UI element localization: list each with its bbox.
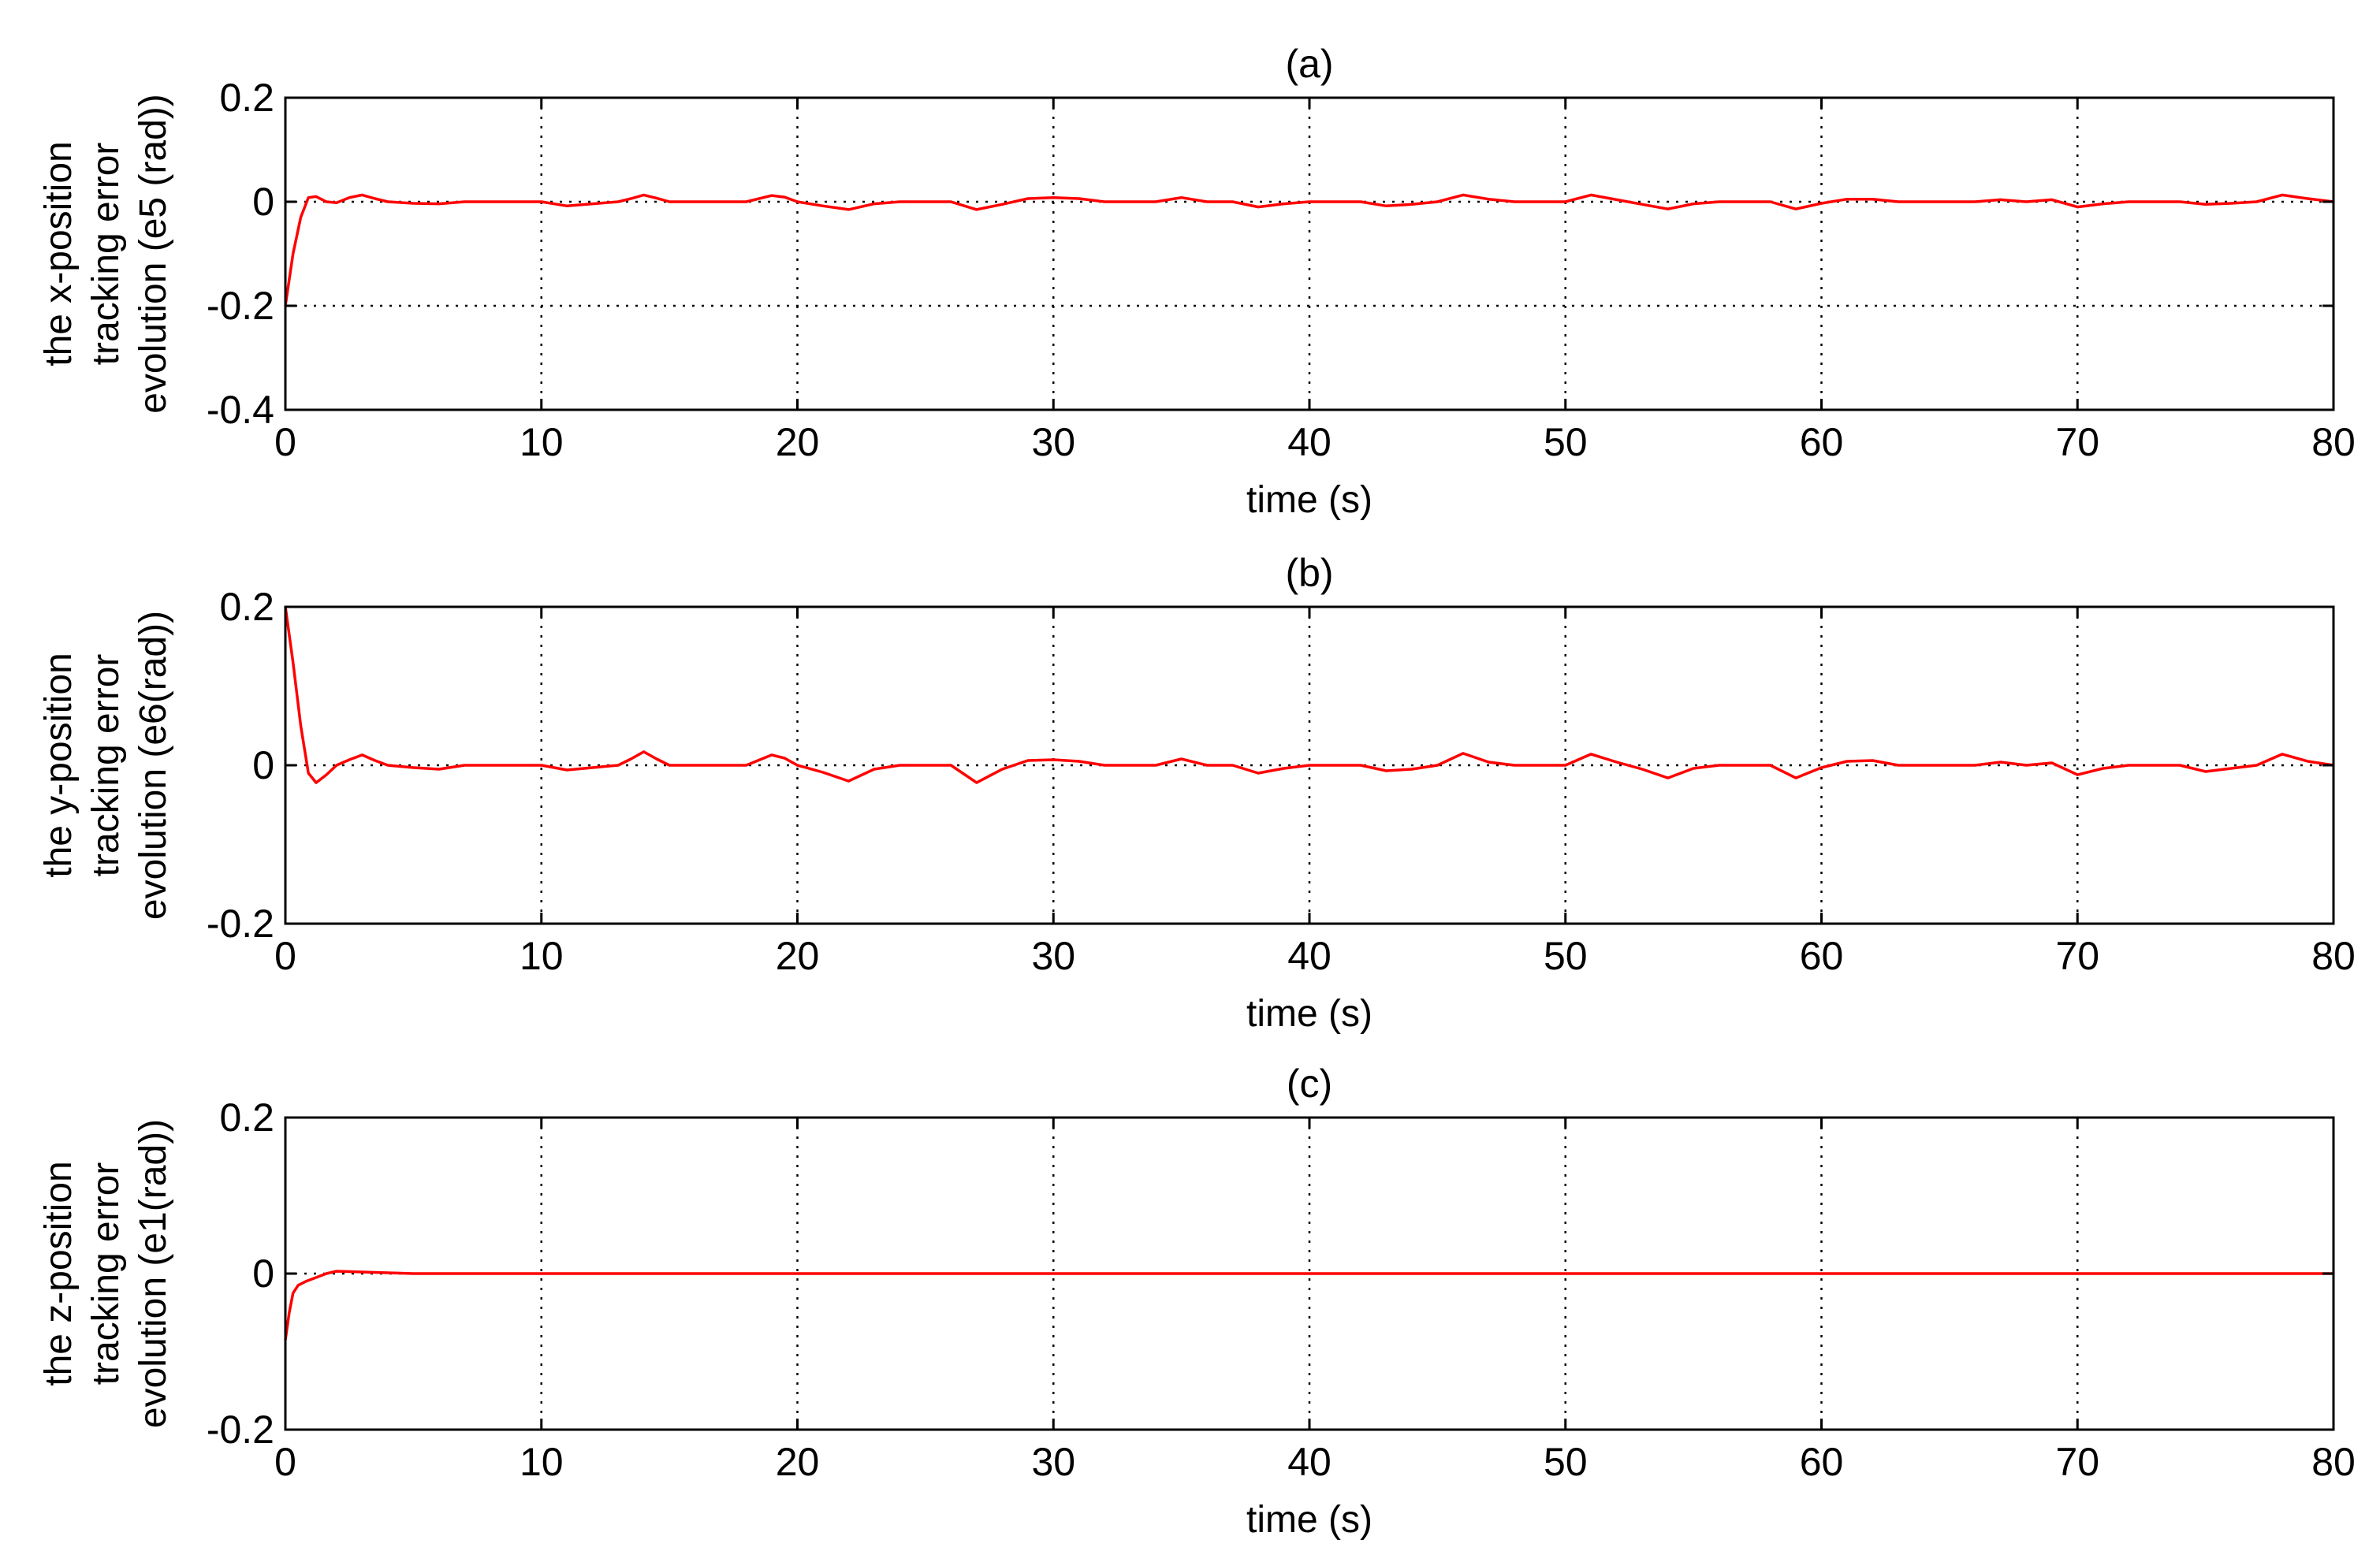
x-tick-label: 40	[1287, 1440, 1332, 1484]
y-tick-label: -0.2	[207, 1408, 274, 1452]
x-tick-label: 60	[1800, 934, 1844, 978]
y-axis-label-line: tracking error	[85, 654, 127, 877]
x-tick-label: 0	[274, 1440, 296, 1484]
plot-area	[285, 98, 2333, 410]
x-tick-label: 0	[274, 934, 296, 978]
x-tick-label: 80	[2311, 934, 2356, 978]
y-tick-label: -0.2	[207, 902, 274, 946]
y-axis-label-line: tracking error	[85, 143, 127, 366]
y-axis-label-line: evolution (e5 (rad))	[132, 94, 174, 414]
y-tick-label: -0.4	[207, 388, 274, 432]
x-tick-label: 30	[1031, 420, 1075, 464]
x-tick-label: 30	[1031, 1440, 1075, 1484]
x-axis-label: time (s)	[1246, 993, 1373, 1035]
y-axis-label-line: the z-position	[38, 1161, 80, 1386]
y-tick-label: 0.2	[219, 585, 274, 629]
y-axis-label-line: evolution (e1(rad))	[132, 1119, 174, 1428]
subplot-title: (a)	[1285, 42, 1333, 86]
x-tick-label: 70	[2055, 420, 2099, 464]
x-tick-label: 20	[776, 1440, 820, 1484]
y-tick-label: 0	[252, 743, 274, 787]
subplot-a: 0 10 20 30 40 50 60 70 80 -0.4 -0.2 0 0.2 (a) time (s)…	[38, 42, 2356, 521]
x-tick-label: 60	[1800, 420, 1844, 464]
x-tick-label: 20	[776, 934, 820, 978]
x-axis-label: time (s)	[1246, 1499, 1373, 1541]
y-axis-label-line: tracking error	[85, 1162, 127, 1385]
y-tick-label: -0.2	[207, 284, 274, 328]
x-tick-label: 0	[274, 420, 296, 464]
y-tick-label: 0	[252, 1252, 274, 1296]
x-tick-label: 10	[520, 934, 564, 978]
series-line	[284, 1270, 2333, 1341]
subplot-c: 0 10 20 30 40 50 60 70 80-0.200.2(c)time (s)the …	[38, 1062, 2356, 1541]
x-tick-label: 20	[776, 420, 820, 464]
x-tick-label: 50	[1544, 420, 1588, 464]
x-tick-label: 70	[2055, 934, 2099, 978]
y-tick-label: 0.2	[219, 76, 274, 120]
x-tick-label: 50	[1544, 1440, 1588, 1484]
y-axis-label-line: the y-position	[38, 653, 80, 878]
subplot-b: 0 10 20 30 40 50 60 70 80-0.200.2(b)time (s)the …	[38, 551, 2356, 1035]
y-tick-label: 0.2	[219, 1095, 274, 1140]
y-tick-label: 0	[252, 180, 274, 224]
subplot-title: (b)	[1285, 551, 1333, 595]
x-tick-label: 10	[520, 420, 564, 464]
subplot-title: (c)	[1287, 1062, 1332, 1106]
x-tick-label: 30	[1031, 934, 1075, 978]
x-tick-label: 40	[1287, 934, 1332, 978]
series-line	[284, 193, 2334, 307]
x-tick-label: 10	[520, 1440, 564, 1484]
x-tick-label: 60	[1800, 1440, 1844, 1484]
y-axis-label-line: evolution (e6(rad))	[132, 611, 174, 920]
x-tick-label: 40	[1287, 420, 1332, 464]
x-tick-label: 80	[2311, 1440, 2356, 1484]
x-tick-label: 80	[2311, 420, 2356, 464]
x-tick-label: 70	[2055, 1440, 2099, 1484]
series-line	[284, 606, 2334, 784]
x-tick-label: 50	[1544, 934, 1588, 978]
x-axis-label: time (s)	[1246, 479, 1373, 521]
y-axis-label-line: the x-position	[38, 141, 80, 366]
